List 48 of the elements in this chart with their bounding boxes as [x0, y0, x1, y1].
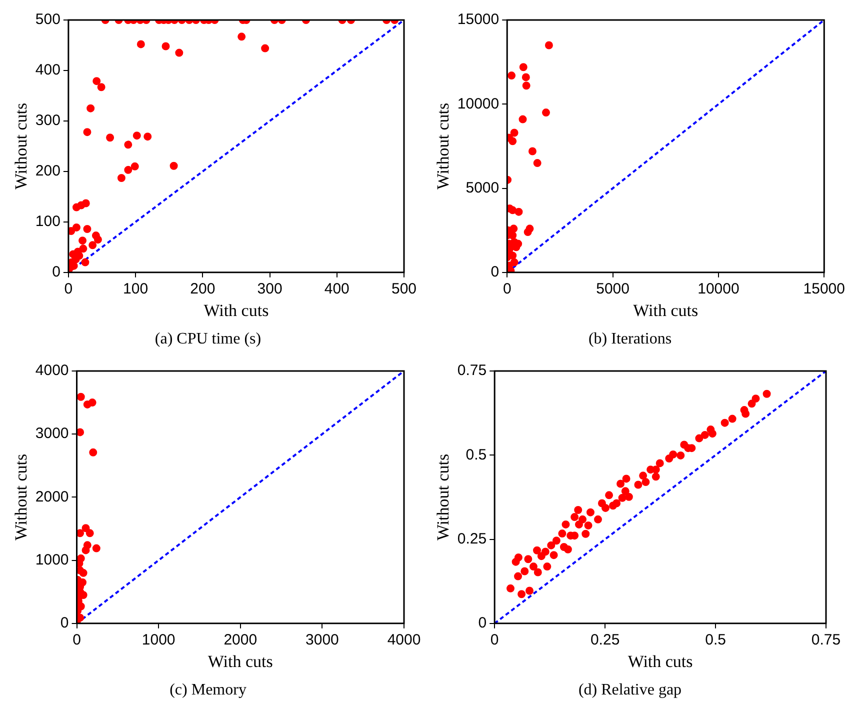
x-tick-label: 3000 — [306, 632, 339, 649]
y-axis-title: Without cuts — [434, 102, 453, 190]
text: (d) Relative gap — [578, 682, 682, 699]
x-tick-label: 1000 — [142, 632, 176, 649]
x-tick-label: 0 — [502, 280, 512, 298]
text: (b) Iterations — [588, 330, 672, 348]
x-axis-title: With cuts — [628, 652, 693, 672]
x-axis-title: With cuts — [204, 301, 269, 320]
x-tick-label: 300 — [257, 280, 282, 298]
y-tick-label: 300 — [35, 112, 60, 130]
text: (c) Memory — [170, 682, 246, 699]
x-axis-title: With cuts — [633, 301, 698, 320]
y-tick-label: 0.25 — [457, 530, 487, 548]
x-tick-label: 2000 — [224, 632, 258, 649]
y-axis-title: Without cuts — [12, 102, 31, 190]
x-tick-label: 4000 — [387, 632, 421, 649]
x-axis-title: With cuts — [208, 652, 273, 672]
x-tick-label: 5000 — [596, 280, 630, 298]
x-tick-label: 15000 — [803, 280, 846, 298]
y-tick-label: 2000 — [35, 488, 69, 506]
y-tick-label: 5000 — [466, 179, 500, 196]
y-tick-label: 15000 — [457, 11, 500, 28]
y-axis-title: Without cuts — [12, 454, 31, 541]
x-tick-label: 400 — [324, 280, 350, 298]
x-tick-label: 200 — [190, 280, 216, 298]
x-tick-label: 0.5 — [705, 632, 726, 649]
y-tick-label: 0 — [52, 264, 60, 281]
x-tick-label: 0 — [72, 632, 81, 649]
x-tick-label: 0.25 — [590, 632, 620, 649]
y-tick-label: 0.5 — [466, 446, 487, 464]
x-tick-label: 10000 — [698, 280, 740, 298]
y-tick-label: 4000 — [35, 362, 69, 380]
text: (a) CPU time (s) — [154, 330, 262, 348]
x-tick-label: 100 — [123, 280, 148, 298]
x-tick-label: 500 — [391, 280, 417, 298]
y-tick-label: 200 — [35, 162, 60, 180]
y-tick-label: 3000 — [35, 425, 69, 442]
y-tick-label: 500 — [35, 11, 60, 28]
y-tick-label: 0 — [490, 264, 500, 281]
y-tick-label: 10000 — [457, 95, 500, 112]
y-tick-label: 1000 — [35, 551, 69, 568]
y-tick-label: 400 — [35, 62, 60, 79]
y-tick-label: 0.75 — [457, 362, 487, 380]
y-tick-label: 100 — [35, 213, 60, 230]
y-tick-label: 0 — [478, 614, 487, 632]
y-tick-label: 0 — [60, 614, 69, 632]
x-tick-label: 0.75 — [811, 632, 841, 649]
y-axis-title: Without cuts — [434, 454, 453, 541]
